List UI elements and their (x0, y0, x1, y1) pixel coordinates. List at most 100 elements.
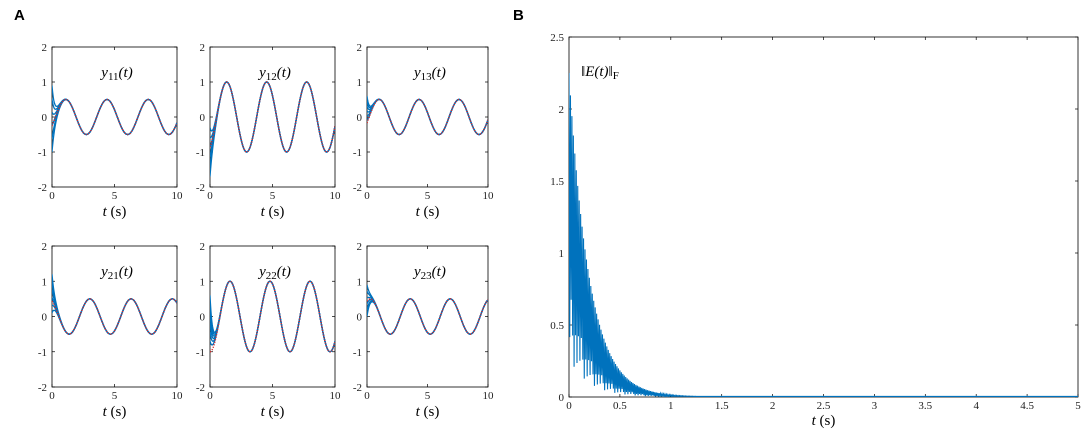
x-tick-label: 0 (566, 400, 572, 412)
x-tick-label: 5 (1075, 400, 1081, 412)
x-tick-label: 5 (270, 190, 276, 202)
y-tick-label: -1 (353, 147, 362, 159)
y-tick-label: -2 (38, 182, 47, 194)
estimate-traces (52, 85, 177, 153)
y-tick-label: -1 (38, 147, 47, 159)
estimate-line (210, 280, 335, 353)
y-tick-label: 1.5 (550, 176, 564, 188)
x-tick-label: 0 (49, 390, 55, 402)
x-tick-label: 5 (112, 190, 118, 202)
error-norm-plot: 0 0.5 1 1.5 2 2.5 3 3.5 4 4.5 5 0 0.5 1 1.5 2 2.5 ‖E(t)‖F… (550, 32, 1081, 429)
reference-line (367, 98, 488, 136)
y-tick-label: 0.5 (550, 320, 564, 332)
x-tick-label: 10 (330, 390, 342, 402)
estimate-line (367, 98, 488, 136)
x-tick-label: 2.5 (817, 400, 831, 412)
estimate-line (367, 98, 488, 136)
panel-label-a: A (14, 7, 25, 24)
y-tick-label: 2 (357, 241, 363, 253)
y-tick-label: -1 (38, 347, 47, 359)
y-tick-label: 2 (42, 241, 48, 253)
x-axis-label-b: t (s) (812, 413, 836, 429)
x-tick-label: 4.5 (1020, 400, 1034, 412)
x-tick-label: 5 (112, 390, 118, 402)
y-tick-label: 0 (357, 112, 363, 124)
subplot-title-3: y13(t) (412, 65, 446, 83)
estimate-traces (210, 81, 335, 177)
y-tick-label: 0 (357, 312, 363, 324)
subplot-6: 0 5 10 -2 -1 0 1 2 y23(t) t (s) (353, 241, 494, 420)
estimate-line (367, 284, 488, 335)
x-tick-label: 5 (270, 390, 276, 402)
subplot-title-4: y21(t) (99, 264, 133, 282)
subplot-title-1: y11(t) (99, 65, 132, 83)
y-tick-label: -1 (196, 347, 205, 359)
error-norm-title: ‖E(t)‖F (581, 64, 619, 82)
reference-line (52, 98, 177, 136)
x-axis-label-6: t (s) (416, 404, 440, 420)
reference-line (210, 81, 335, 153)
y-tick-label: 0 (42, 312, 48, 324)
subplot-5: 0 5 10 -2 -1 0 1 2 y22(t) t (s) (196, 241, 341, 420)
subplot-title-6: y23(t) (412, 264, 446, 282)
estimate-line (210, 81, 335, 153)
y-tick-label: 1 (357, 276, 363, 288)
estimate-line (210, 280, 335, 353)
x-tick-label: 10 (483, 390, 495, 402)
x-axis-label-3: t (s) (416, 204, 440, 220)
x-tick-label: 3.5 (918, 400, 932, 412)
estimate-traces (52, 274, 177, 335)
y-tick-label: -1 (196, 147, 205, 159)
y-tick-label: 0 (559, 392, 565, 404)
y-tick-label: -2 (196, 382, 205, 394)
error-norm-line (569, 72, 1078, 397)
axes-box-6 (366, 245, 489, 388)
x-tick-label: 0.5 (613, 400, 627, 412)
x-tick-label: 1 (668, 400, 674, 412)
y-tick-label: -2 (38, 382, 47, 394)
estimate-line (367, 98, 488, 136)
y-tick-label: 2 (200, 241, 206, 253)
estimate-line (210, 280, 335, 353)
subplot-title-5: y22(t) (257, 264, 291, 282)
x-tick-label: 1.5 (715, 400, 729, 412)
subplot-3: 0 5 10 -2 -1 0 1 2 y13(t) t (s) (353, 42, 494, 220)
x-tick-label: 10 (172, 390, 184, 402)
x-tick-label: 10 (172, 190, 184, 202)
estimate-line (367, 98, 488, 136)
subplot-2: 0 5 10 -2 -1 0 1 2 y12(t) t (s) (196, 42, 341, 220)
subplot-1: 0 5 10 -2 -1 0 1 2 y11(t) t (s) (38, 42, 183, 220)
y-tick-label: 2.5 (550, 32, 564, 44)
axes-box-5 (209, 245, 336, 388)
x-tick-label: 10 (483, 190, 495, 202)
estimate-traces (210, 280, 335, 353)
panel-label-b: B (513, 7, 524, 24)
reference-line (52, 298, 177, 335)
subplot-title-2: y12(t) (257, 65, 291, 83)
x-tick-label: 0 (207, 390, 213, 402)
x-tick-label: 3 (872, 400, 878, 412)
axes-box-4 (51, 245, 178, 388)
y-tick-label: 2 (357, 42, 363, 54)
axes-box-b (568, 36, 1079, 398)
x-axis-label-5: t (s) (261, 404, 285, 420)
estimate-line (210, 280, 335, 353)
x-tick-label: 0 (364, 190, 370, 202)
estimate-line (210, 280, 335, 353)
y-tick-label: 2 (200, 42, 206, 54)
x-axis-label-1: t (s) (103, 204, 127, 220)
x-axis-label-4: t (s) (103, 404, 127, 420)
y-tick-label: -2 (353, 182, 362, 194)
subplot-4: 0 5 10 -2 -1 0 1 2 y21(t) t (s) (38, 241, 183, 420)
x-tick-label: 10 (330, 190, 342, 202)
y-tick-label: -1 (353, 347, 362, 359)
estimate-line (210, 280, 335, 353)
y-tick-label: 0 (200, 312, 206, 324)
y-tick-label: 2 (559, 104, 565, 116)
axes-box-3 (366, 46, 489, 188)
y-tick-label: 1 (200, 77, 206, 89)
x-tick-label: 0 (364, 390, 370, 402)
y-tick-label: 0 (42, 112, 48, 124)
x-tick-label: 0 (49, 190, 55, 202)
